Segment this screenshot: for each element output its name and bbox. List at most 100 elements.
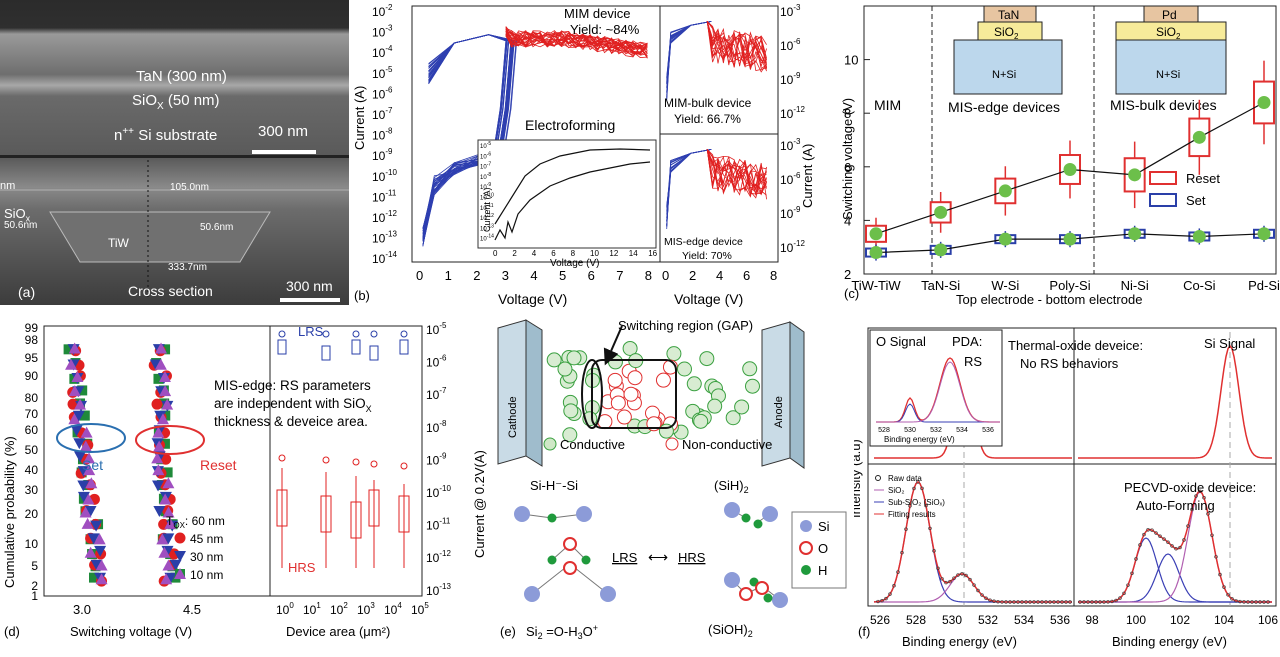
- nonconductive-dot: [607, 372, 623, 388]
- f-raw-dot: [932, 549, 936, 553]
- h-atom: [763, 593, 773, 603]
- iv-edge-frame: [659, 133, 779, 263]
- conductive-dot: [546, 352, 562, 368]
- iv-xlabel-right: Voltage (V): [674, 291, 743, 307]
- legend-reset-swatch: [1149, 171, 1177, 185]
- f-raw-dot: [1178, 545, 1182, 550]
- f-raw-dot: [1068, 600, 1072, 604]
- conductive-dot: [666, 346, 682, 362]
- d-marker: [79, 410, 90, 421]
- dim-50-right: 50.6nm: [200, 222, 234, 233]
- d-marker: [159, 493, 172, 505]
- iv-sub-reset-curve: [706, 21, 767, 64]
- f-raw-dot: [1234, 599, 1238, 603]
- d-note-3: thickness & deveice area.: [214, 414, 368, 429]
- f-raw-dot: [984, 596, 988, 600]
- d-lrs-box: [351, 339, 361, 355]
- d-marker: [162, 559, 175, 571]
- f-raw-dot: [1094, 600, 1098, 604]
- iv-left-ytick: 10-5: [372, 65, 393, 81]
- d-marker: [155, 342, 168, 354]
- d-marker: [164, 572, 177, 584]
- d-marker: [84, 546, 97, 558]
- d-marker: [83, 452, 96, 464]
- d-marker: [162, 533, 175, 545]
- f-raw-dot: [1238, 599, 1242, 604]
- d-marker: [174, 551, 186, 562]
- si-atom: [576, 506, 592, 522]
- iv-left-xtick: 0: [416, 268, 423, 283]
- f-raw-dot: [976, 588, 980, 593]
- d-ylabel-right: Current @ 0.2V(A): [472, 450, 487, 558]
- f-raw-dot: [1000, 600, 1004, 604]
- si-atom: [724, 502, 740, 518]
- tox-label: TOX: 60 nm: [166, 514, 225, 530]
- c-point-reset: [1063, 162, 1077, 176]
- d-ytick-right: 10-11: [426, 517, 451, 533]
- set-label: Set: [82, 457, 103, 473]
- d-marker: [159, 438, 170, 449]
- d-marker: [152, 480, 165, 492]
- legend-conductive-dot: [543, 437, 557, 451]
- d-marker: [162, 477, 175, 489]
- iv-left-xtick: 8: [645, 268, 652, 283]
- d-xlabel-right: Device area (μm²): [286, 624, 390, 639]
- iv-left-ytick: 10-12: [372, 209, 397, 225]
- reset-ellipse: [135, 425, 205, 455]
- legend-conductive: Conductive: [560, 437, 625, 452]
- iv-sub-reset-curve: [706, 21, 767, 67]
- c-xtick: Pd-Si: [1248, 278, 1280, 293]
- panel-label-a: (a): [18, 284, 36, 300]
- d-ytick: 99: [25, 321, 39, 335]
- inset-xtick: 8: [571, 249, 576, 258]
- inset-xtick: 16: [648, 249, 657, 258]
- c-ytick: 2: [844, 267, 851, 282]
- f-sub-peak: [874, 573, 1072, 603]
- iv-left-xtick: 3: [502, 268, 509, 283]
- f-raw-dot: [1130, 571, 1134, 576]
- iv-sub-set-curve: [666, 20, 712, 97]
- f-raw-dot: [1004, 600, 1008, 604]
- f-raw-dot: [960, 572, 964, 576]
- c-xtick: TaN-Si: [921, 278, 960, 293]
- d-marker: [84, 506, 97, 518]
- f-raw-dot: [1126, 583, 1130, 587]
- d-marker: [154, 410, 167, 422]
- d-marker: [153, 506, 166, 518]
- iv-sub-reset-curve: [706, 149, 767, 195]
- panel-b: Electroforming MIM device Yield: ~84% MI…: [350, 0, 820, 312]
- iv-sub-set-curve: [666, 20, 712, 80]
- d-marker: [85, 477, 98, 489]
- iv-sub-set-curve: [666, 20, 712, 85]
- iv-right-xtick: 0: [662, 268, 669, 283]
- d-marker: [162, 467, 173, 478]
- iv-sub-reset-curve: [706, 21, 767, 68]
- iv-right-ytick: 10-12: [780, 105, 805, 121]
- f-raw-dot: [1086, 600, 1090, 604]
- d-marker: [74, 398, 87, 410]
- thermal-line1: Thermal-oxide deveice:: [1008, 338, 1143, 353]
- iv-right-ytick: 10-6: [780, 37, 801, 53]
- d-marker: [77, 385, 88, 396]
- f-raw-dot: [936, 566, 940, 570]
- panel-e-diagram: Cathode Anode Switching region (GAP) Con…: [497, 318, 847, 641]
- d-marker: [70, 425, 83, 437]
- f-raw-dot: [1048, 600, 1052, 604]
- d-lrs-outlier: [400, 330, 408, 338]
- f-raw-dot: [1138, 543, 1142, 547]
- f-raw-dot: [1052, 600, 1056, 604]
- conductive-dot: [557, 361, 573, 377]
- d-xtick: 4.5: [183, 602, 201, 617]
- f-raw-dot: [1064, 600, 1068, 604]
- nm-label: nm: [0, 180, 16, 192]
- d-marker: [73, 438, 86, 450]
- siox-layer-label: SiOX (50 nm): [132, 92, 220, 112]
- iv-sub-set-curve: [666, 20, 712, 82]
- f-raw-dot: [1162, 537, 1166, 541]
- iv-left-ytick: 10-3: [372, 24, 393, 40]
- iv-left-xtick: 1: [445, 268, 452, 283]
- inset-ytick: 10-10: [480, 193, 494, 202]
- d-marker: [151, 452, 164, 464]
- f-raw-dot: [992, 599, 996, 603]
- iv-left-ytick: 10-9: [372, 147, 393, 163]
